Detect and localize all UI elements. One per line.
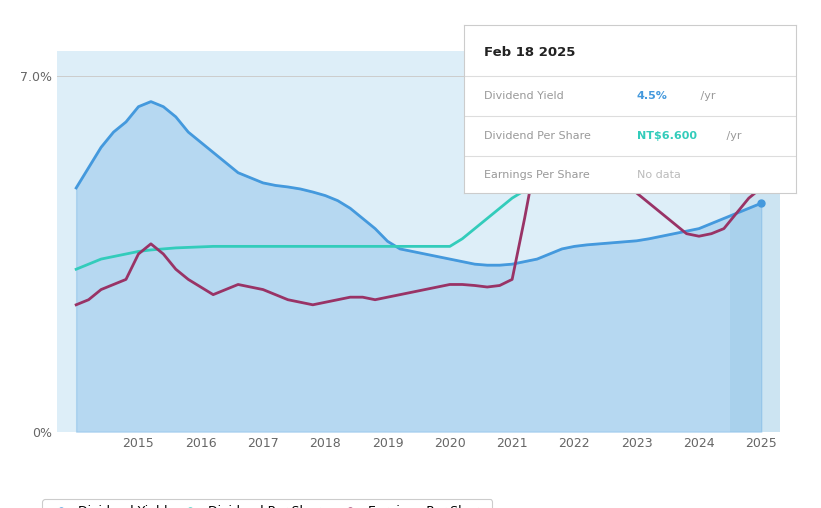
Text: /yr: /yr (723, 131, 741, 141)
Text: Dividend Per Share: Dividend Per Share (484, 131, 590, 141)
Text: NT$6.600: NT$6.600 (637, 131, 697, 141)
Text: Feb 18 2025: Feb 18 2025 (484, 46, 576, 59)
Legend: Dividend Yield, Dividend Per Share, Earnings Per Share: Dividend Yield, Dividend Per Share, Earn… (42, 499, 492, 508)
Text: /yr: /yr (696, 91, 715, 101)
Text: No data: No data (637, 170, 681, 180)
Bar (730, 51, 780, 432)
Text: 4.5%: 4.5% (637, 91, 667, 101)
Text: Dividend Yield: Dividend Yield (484, 91, 563, 101)
Text: Earnings Per Share: Earnings Per Share (484, 170, 589, 180)
Text: Past: Past (733, 89, 758, 102)
